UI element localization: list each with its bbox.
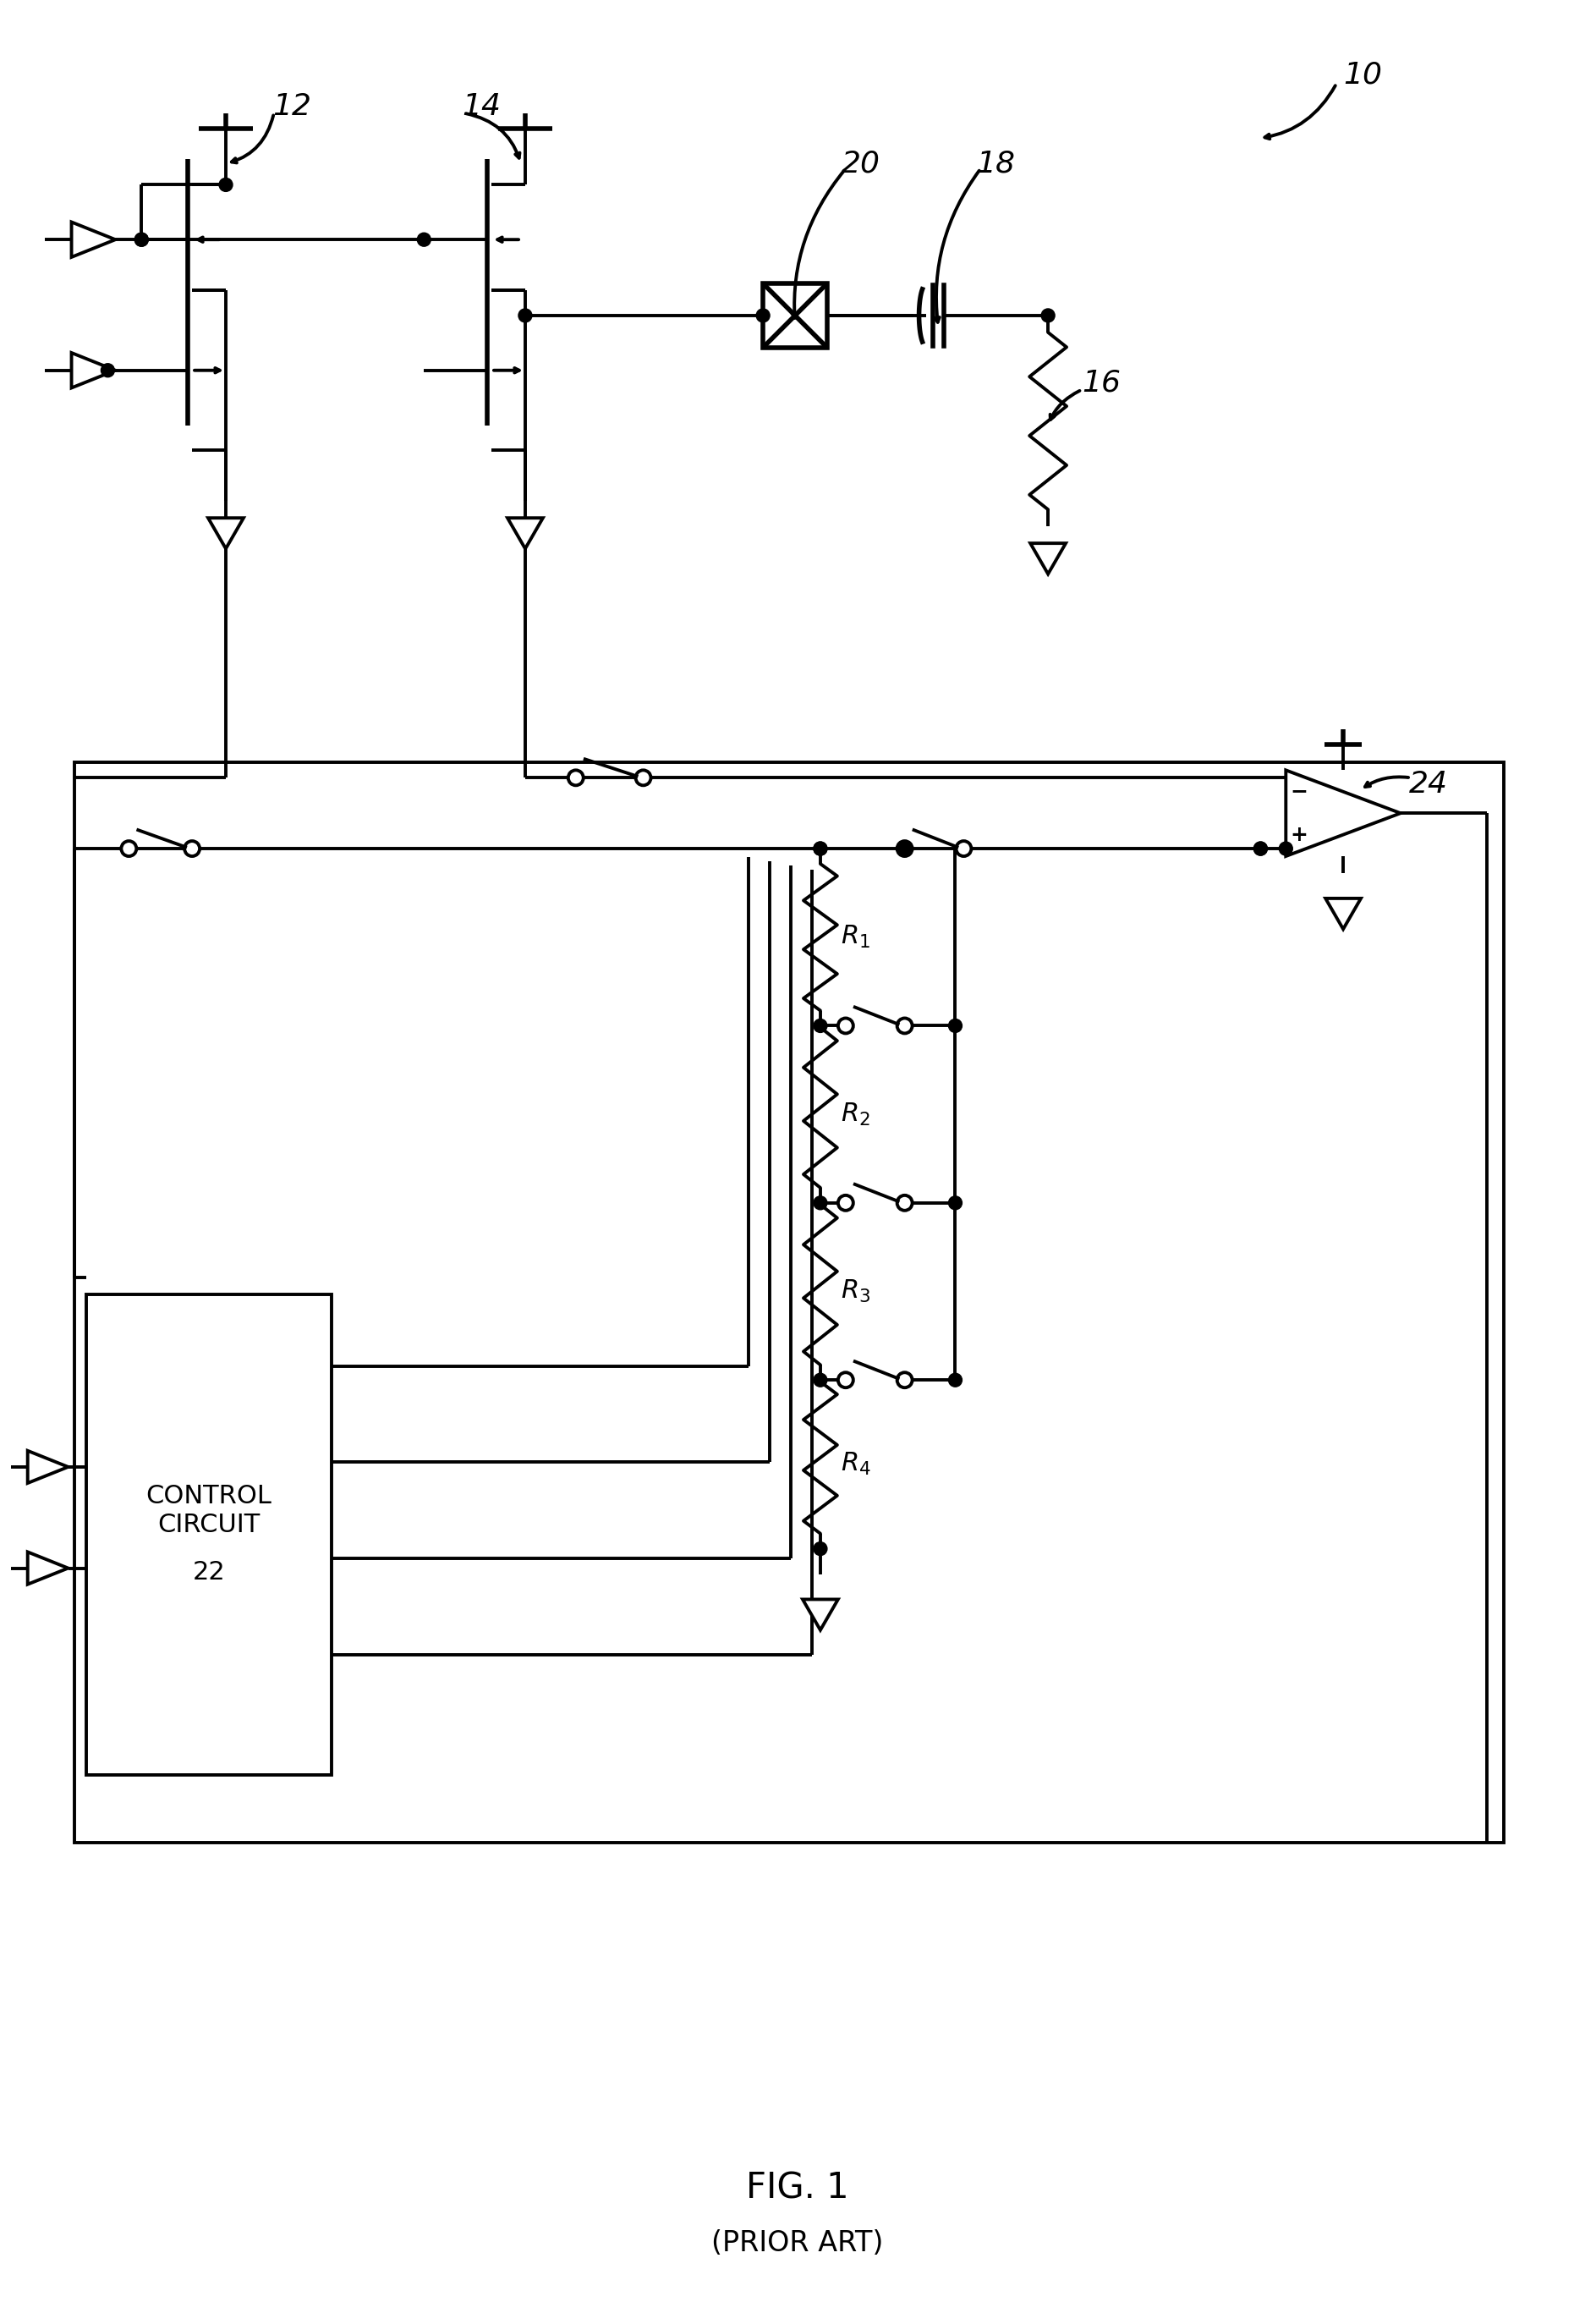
Circle shape [814,842,827,856]
Circle shape [1254,842,1267,856]
Text: $R_3$: $R_3$ [841,1279,870,1305]
Text: +: + [1291,826,1309,844]
Circle shape [814,1020,827,1032]
Circle shape [897,1018,913,1034]
Circle shape [899,842,911,856]
Polygon shape [27,1552,69,1584]
Text: 16: 16 [1082,368,1120,398]
Circle shape [897,1196,913,1210]
Text: 20: 20 [841,150,881,178]
Circle shape [948,1196,962,1210]
Bar [86,1293,332,1774]
Circle shape [121,842,136,856]
Circle shape [568,770,584,786]
Circle shape [838,1196,854,1210]
Text: $R_2$: $R_2$ [841,1101,870,1126]
Text: 10: 10 [1344,60,1382,90]
Circle shape [519,308,531,322]
Circle shape [897,842,913,856]
Text: FIG. 1: FIG. 1 [747,2170,849,2207]
Polygon shape [1031,544,1066,574]
Polygon shape [207,518,244,548]
Text: $R_4$: $R_4$ [841,1450,871,1478]
Circle shape [134,234,148,247]
Circle shape [838,1018,854,1034]
Polygon shape [72,222,115,257]
Circle shape [1041,308,1055,322]
Circle shape [1278,842,1293,856]
Text: 22: 22 [193,1559,225,1584]
Text: 14: 14 [461,93,501,120]
Circle shape [948,1020,962,1032]
Bar [763,284,827,347]
Circle shape [417,234,431,247]
Circle shape [101,363,115,377]
Polygon shape [27,1450,69,1483]
Polygon shape [1326,897,1361,930]
Polygon shape [508,518,543,548]
Circle shape [838,1372,854,1388]
Circle shape [814,1543,827,1554]
Text: (PRIOR ART): (PRIOR ART) [712,2230,884,2257]
Circle shape [814,842,827,856]
Circle shape [1254,842,1267,856]
Bar [73,763,1503,1841]
Circle shape [814,1374,827,1388]
Circle shape [185,842,200,856]
Polygon shape [803,1598,838,1631]
Text: $R_1$: $R_1$ [841,923,870,951]
Text: −: − [1291,782,1309,803]
Polygon shape [72,354,115,389]
Polygon shape [1286,770,1401,856]
Text: 18: 18 [977,150,1015,178]
Circle shape [897,1372,913,1388]
Text: 12: 12 [273,93,311,120]
Text: 24: 24 [1409,770,1448,798]
Text: CONTROL
CIRCUIT: CONTROL CIRCUIT [145,1485,271,1538]
Circle shape [635,770,651,786]
Circle shape [757,308,769,322]
Circle shape [956,842,972,856]
Circle shape [219,178,233,192]
Circle shape [948,1374,962,1388]
Circle shape [814,1196,827,1210]
Circle shape [134,234,148,247]
